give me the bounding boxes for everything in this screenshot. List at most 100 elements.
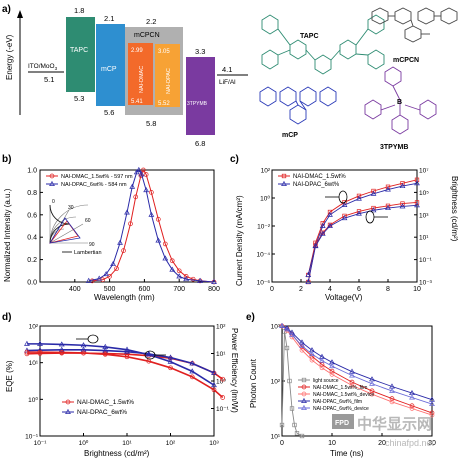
data-point bbox=[385, 184, 391, 189]
ito-sub: 3 bbox=[55, 66, 58, 71]
y-tick-label: 10² bbox=[271, 379, 281, 386]
series-line-3 bbox=[307, 204, 418, 283]
data-point bbox=[429, 400, 435, 407]
data-point bbox=[389, 387, 395, 393]
data-point bbox=[145, 351, 152, 357]
data-point bbox=[341, 215, 348, 221]
data-point bbox=[400, 181, 405, 186]
y-tick-label: 10¹ bbox=[271, 434, 281, 441]
data-point bbox=[183, 276, 190, 282]
polar-tick-30: 30 bbox=[68, 205, 74, 211]
data-point bbox=[287, 378, 292, 384]
legend-marker-0 bbox=[65, 399, 71, 405]
plot-c-series bbox=[305, 177, 420, 285]
data-point bbox=[24, 340, 30, 346]
x-tick-label: 10⁻¹ bbox=[34, 440, 48, 447]
plot-b-series bbox=[85, 166, 217, 285]
x-tick-label: 0 bbox=[270, 286, 274, 293]
data-point bbox=[135, 166, 142, 172]
panel-a: a) Energy (-eV) ITO/MoO3 5.1 1.8 TAPC 5.… bbox=[2, 4, 458, 151]
data-point bbox=[107, 274, 112, 279]
data-point bbox=[129, 183, 136, 189]
legend-label-0: NAI-DMAC_1.5wt% bbox=[293, 174, 346, 180]
y-tick-label: 10² bbox=[29, 324, 39, 331]
plot-e-ticks: 0 10 20 30 10³ 10² 10¹ bbox=[271, 324, 436, 448]
data-point bbox=[319, 230, 326, 236]
plot-e-legend: light sourceNAI-DMAC_1.5wt%_filmNAI-DMAC… bbox=[298, 377, 374, 412]
data-point bbox=[294, 431, 300, 436]
mcp-label: mCP bbox=[101, 66, 117, 73]
legend-label-1: NAI-DPAC_6wt% bbox=[77, 409, 127, 416]
data-point bbox=[414, 200, 420, 205]
data-point bbox=[327, 222, 333, 228]
data-point bbox=[148, 211, 155, 217]
legend-label-4: NAI-DPAC_6wt%_device bbox=[313, 406, 369, 412]
data-point bbox=[342, 200, 347, 205]
data-point bbox=[149, 190, 154, 195]
data-point bbox=[145, 350, 152, 356]
plot-b-ylabel: Normalized Intensity (a.u.) bbox=[3, 188, 12, 282]
nai-dmac-homo: 5.41 bbox=[131, 99, 143, 105]
tapc-bar bbox=[66, 17, 95, 92]
x-tick-label: 6 bbox=[357, 286, 361, 293]
data-point bbox=[37, 349, 43, 355]
x-tick-label: 700 bbox=[173, 286, 185, 293]
data-point bbox=[103, 271, 110, 277]
data-point bbox=[141, 167, 146, 173]
data-point bbox=[58, 341, 65, 347]
data-point bbox=[349, 372, 355, 378]
x-tick-label: 10³ bbox=[209, 440, 219, 447]
data-point bbox=[292, 422, 297, 428]
tapc-structure bbox=[261, 14, 385, 75]
data-point bbox=[409, 406, 415, 411]
panel-c: c) Current Density (mA/cm²) Brightness (… bbox=[230, 154, 459, 302]
y-tick-label: 10⁰ bbox=[28, 396, 38, 404]
y-tick-label: 10⁻¹ bbox=[25, 434, 39, 441]
nai-dmac-label: NAI-DMAC bbox=[139, 66, 145, 93]
panel-d: d) EQE (%) Power Efficiency (lm/W) Brigh… bbox=[2, 312, 239, 458]
watermark-cn: 中华显示网 bbox=[357, 415, 432, 433]
legend-marker-0 bbox=[49, 173, 55, 179]
data-point bbox=[369, 380, 375, 386]
data-point bbox=[211, 382, 217, 388]
legend-marker-4 bbox=[301, 404, 307, 410]
data-point bbox=[356, 210, 362, 216]
plot-d-ylabel: EQE (%) bbox=[5, 360, 14, 392]
legend-marker-2 bbox=[301, 391, 307, 397]
legend-label-0: NAI-DMAC_1.5wt% - 597 nm bbox=[61, 174, 133, 180]
mcpcn-lumo: 2.2 bbox=[146, 17, 156, 26]
nai-dmac-lumo: 2.99 bbox=[131, 48, 143, 54]
data-point bbox=[138, 171, 145, 177]
legend-marker-1 bbox=[281, 180, 287, 186]
data-point bbox=[190, 276, 196, 282]
data-point bbox=[81, 350, 86, 356]
legend-label-2: NAI-DMAC_1.5wt%_device bbox=[313, 392, 374, 398]
data-point bbox=[409, 394, 415, 400]
plot-d-y2label: Power Efficiency (lm/W) bbox=[230, 328, 239, 413]
legend-marker-1 bbox=[49, 180, 55, 186]
data-point bbox=[284, 326, 290, 332]
mcpcn-structure bbox=[371, 7, 458, 43]
data-point bbox=[220, 395, 226, 400]
data-point bbox=[117, 239, 123, 245]
y-tick-label: 0.8 bbox=[27, 190, 37, 197]
data-point bbox=[279, 422, 285, 428]
data-point bbox=[289, 331, 295, 337]
x-tick-label: 500 bbox=[104, 286, 116, 293]
polar-inset bbox=[48, 204, 89, 244]
data-point bbox=[429, 412, 435, 418]
y-tick-label: 10⁻⁶ bbox=[257, 280, 271, 287]
data-point bbox=[211, 387, 217, 393]
y-tick-label: 10⁰ bbox=[260, 195, 270, 203]
y2-tick-label: 10⁻³ bbox=[419, 280, 433, 287]
data-point bbox=[80, 342, 87, 348]
plot-c-ylabel: Current Density (mA/cm²) bbox=[235, 195, 244, 286]
data-point bbox=[312, 243, 319, 249]
data-point bbox=[356, 195, 362, 201]
data-point bbox=[370, 190, 377, 196]
data-point bbox=[124, 209, 130, 215]
data-point bbox=[327, 209, 333, 215]
data-point bbox=[167, 358, 174, 364]
data-point bbox=[189, 360, 196, 366]
polar-tick-90: 90 bbox=[89, 242, 95, 248]
